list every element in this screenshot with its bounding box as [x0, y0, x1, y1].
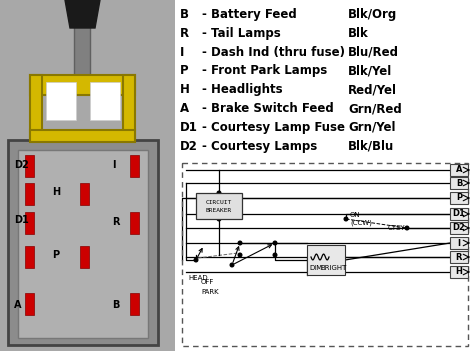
Text: HEAD: HEAD — [188, 275, 208, 281]
Text: CIRCUIT: CIRCUIT — [206, 199, 232, 205]
Text: CTSY: CTSY — [387, 225, 405, 231]
Text: - Dash Ind (thru fuse): - Dash Ind (thru fuse) — [202, 46, 345, 59]
Text: PARK: PARK — [201, 289, 219, 295]
Text: BREAKER: BREAKER — [206, 207, 232, 212]
Text: D2: D2 — [14, 160, 29, 170]
Circle shape — [273, 241, 277, 245]
Text: BRIGHT: BRIGHT — [320, 265, 346, 271]
Text: (CCW): (CCW) — [350, 220, 372, 226]
Text: D1: D1 — [14, 215, 29, 225]
Text: A: A — [180, 102, 189, 115]
Bar — [175, 0, 474, 351]
Circle shape — [238, 241, 242, 245]
Text: B: B — [456, 179, 462, 187]
Text: Blk/Org: Blk/Org — [348, 8, 397, 21]
Text: - Brake Switch Feed: - Brake Switch Feed — [202, 102, 334, 115]
Text: Blk/Yel: Blk/Yel — [348, 64, 392, 78]
Circle shape — [238, 253, 242, 257]
Bar — [130, 155, 139, 177]
Text: A: A — [14, 300, 21, 310]
Circle shape — [217, 191, 221, 195]
Bar — [30, 75, 135, 95]
Bar — [123, 75, 135, 140]
Bar — [90, 82, 120, 120]
Bar — [307, 245, 345, 275]
Bar — [130, 212, 139, 234]
Text: Blk/Blu: Blk/Blu — [348, 140, 394, 153]
Text: - Front Park Lamps: - Front Park Lamps — [202, 64, 327, 78]
Bar — [30, 75, 42, 140]
Bar — [30, 130, 135, 142]
Bar — [450, 192, 468, 204]
Text: R: R — [456, 252, 462, 261]
Bar — [25, 183, 34, 205]
Circle shape — [273, 253, 277, 257]
Bar — [8, 140, 158, 345]
Text: - Battery Feed: - Battery Feed — [202, 8, 297, 21]
Text: I: I — [457, 238, 461, 247]
Text: - Courtesy Lamps: - Courtesy Lamps — [202, 140, 317, 153]
Bar — [450, 222, 468, 234]
Text: - Headlights: - Headlights — [202, 83, 283, 96]
Text: D2: D2 — [180, 140, 198, 153]
Text: Blu/Red: Blu/Red — [348, 46, 399, 59]
Bar — [130, 293, 139, 315]
Text: - Tail Lamps: - Tail Lamps — [202, 27, 281, 40]
Bar — [450, 251, 468, 263]
Text: Blk: Blk — [348, 27, 369, 40]
Text: H: H — [52, 187, 60, 197]
Text: R: R — [112, 217, 119, 227]
Text: - Courtesy Lamp Fuse: - Courtesy Lamp Fuse — [202, 121, 345, 134]
Circle shape — [194, 258, 198, 262]
Text: D1: D1 — [453, 210, 465, 219]
Bar — [80, 183, 89, 205]
Bar — [450, 266, 468, 278]
Text: P: P — [456, 193, 462, 203]
Text: Grn/Yel: Grn/Yel — [348, 121, 395, 134]
Text: Grn/Red: Grn/Red — [348, 102, 402, 115]
Bar — [25, 212, 34, 234]
Text: R: R — [180, 27, 189, 40]
Circle shape — [344, 217, 348, 221]
Text: I: I — [112, 160, 116, 170]
Text: P: P — [52, 250, 59, 260]
Text: P: P — [180, 64, 189, 78]
Text: B: B — [112, 300, 119, 310]
Bar — [25, 246, 34, 268]
Bar — [450, 208, 468, 220]
Text: H: H — [180, 83, 190, 96]
Text: D1: D1 — [180, 121, 198, 134]
Text: OFF: OFF — [201, 279, 214, 285]
Bar — [80, 246, 89, 268]
Bar — [74, 0, 90, 80]
Circle shape — [217, 217, 221, 221]
Bar — [450, 237, 468, 249]
Bar — [18, 150, 148, 338]
Text: ON: ON — [350, 212, 361, 218]
Text: H: H — [456, 267, 463, 277]
Text: A: A — [456, 166, 462, 174]
Bar — [25, 293, 34, 315]
Circle shape — [230, 263, 234, 267]
Polygon shape — [65, 0, 100, 28]
Bar — [450, 177, 468, 189]
Bar — [196, 193, 242, 219]
Text: B: B — [180, 8, 189, 21]
Text: Red/Yel: Red/Yel — [348, 83, 397, 96]
Bar — [25, 155, 34, 177]
Bar — [450, 164, 468, 176]
Text: I: I — [180, 46, 184, 59]
Circle shape — [405, 226, 409, 230]
Text: D2: D2 — [453, 224, 465, 232]
Text: DIM: DIM — [309, 265, 322, 271]
Bar — [46, 82, 76, 120]
